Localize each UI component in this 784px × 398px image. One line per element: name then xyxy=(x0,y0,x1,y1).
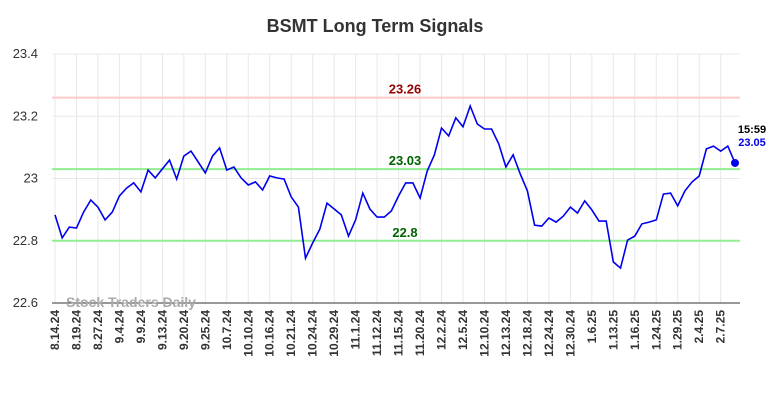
x-tick-label: 12.18.24 xyxy=(520,310,534,357)
x-tick-label: 1.29.25 xyxy=(671,310,685,350)
x-tick-label: 8.14.24 xyxy=(48,310,62,350)
signal-label: 23.26 xyxy=(389,82,422,97)
x-tick-label: 9.9.24 xyxy=(134,310,148,344)
x-tick-label: 1.24.25 xyxy=(649,310,663,350)
x-tick-label: 1.16.25 xyxy=(628,310,642,350)
x-tick-label: 2.7.25 xyxy=(714,310,728,344)
signal-label: 22.8 xyxy=(392,225,417,240)
x-tick-label: 9.25.24 xyxy=(198,310,212,350)
watermark: Stock Traders Daily xyxy=(66,294,196,310)
x-tick-label: 12.10.24 xyxy=(477,310,491,357)
x-tick-label: 11.12.24 xyxy=(370,310,384,356)
x-tick-label: 9.4.24 xyxy=(112,310,126,344)
x-tick-label: 10.16.24 xyxy=(263,310,277,357)
last-time: 15:59 xyxy=(738,124,766,136)
x-tick-label: 8.19.24 xyxy=(69,310,83,350)
last-point xyxy=(731,158,739,167)
x-tick-label: 8.27.24 xyxy=(91,310,105,350)
x-tick-label: 11.15.24 xyxy=(392,310,406,356)
y-tick-label: 23.4 xyxy=(13,46,38,61)
x-tick-label: 10.24.24 xyxy=(306,310,320,357)
x-tick-label: 1.13.25 xyxy=(606,310,620,350)
x-tick-label: 9.13.24 xyxy=(155,310,169,350)
price-line xyxy=(54,103,736,270)
y-tick-label: 23.2 xyxy=(13,108,38,123)
x-tick-label: 10.21.24 xyxy=(284,310,298,357)
x-tick-label: 12.24.24 xyxy=(542,310,556,357)
x-tick-label: 2.4.25 xyxy=(692,310,706,344)
signal-label: 23.03 xyxy=(389,153,422,168)
y-tick-label: 22.6 xyxy=(13,295,38,310)
last-value: 23.05 xyxy=(738,137,766,149)
x-tick-label: 12.5.24 xyxy=(456,310,470,350)
y-tick-label: 22.8 xyxy=(13,233,38,248)
x-tick-label: 9.20.24 xyxy=(177,310,191,350)
x-tick-label: 10.7.24 xyxy=(220,310,234,350)
x-tick-label: 12.30.24 xyxy=(563,310,577,357)
x-tick-label: 10.29.24 xyxy=(327,310,341,357)
x-tick-label: 1.6.25 xyxy=(585,310,599,344)
x-tick-label: 11.1.24 xyxy=(349,310,363,350)
x-tick-label: 12.13.24 xyxy=(499,310,513,357)
chart-title: BSMT Long Term Signals xyxy=(267,16,484,36)
y-tick-label: 23 xyxy=(24,171,38,186)
x-tick-label: 10.10.24 xyxy=(241,310,255,357)
x-tick-label: 11.20.24 xyxy=(413,310,427,356)
x-tick-label: 12.2.24 xyxy=(435,310,449,350)
